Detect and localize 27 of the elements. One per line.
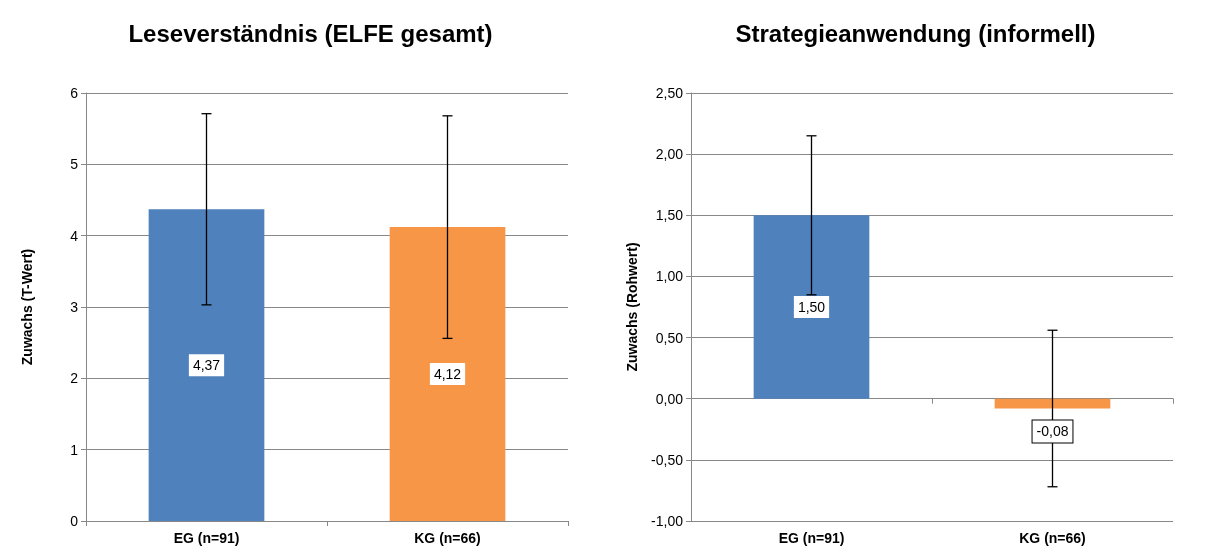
data-label: 4,37 (192, 357, 221, 374)
y-tick-label: 0,50 (655, 329, 684, 346)
y-tick-label: 5 (70, 156, 79, 173)
y-tick-label: 6 (70, 85, 79, 101)
y-axis-title: Zuwachs (Rohwert) (624, 242, 640, 372)
y-tick-label: 3 (70, 299, 79, 315)
y-tick-label: 0 (70, 513, 79, 529)
y-tick-label: 2 (70, 370, 79, 387)
x-tick-label: KG (n=66) (414, 530, 481, 546)
y-tick-label: 2,50 (655, 85, 684, 101)
x-tick-label: KG (n=66) (1019, 530, 1086, 546)
y-tick-label: -1,00 (651, 513, 684, 529)
data-label: 1,50 (797, 299, 826, 315)
data-label: 4,12 (433, 366, 462, 383)
x-tick-label: EG (n=91) (778, 530, 845, 546)
chart-title: Strategieanwendung (informell) (735, 19, 1096, 47)
y-tick-label: 0,00 (655, 390, 684, 407)
chart-title: Leseverständnis (ELFE gesamt) (128, 19, 493, 47)
y-tick-label: 1,50 (655, 207, 684, 224)
x-tick-label: EG (n=91) (173, 530, 240, 546)
y-tick-label: 2,00 (655, 146, 684, 163)
y-tick-label: 1 (70, 441, 79, 458)
y-axis-title: Zuwachs (T-Wert) (19, 248, 35, 366)
y-tick-label: 4 (70, 227, 79, 244)
data-label: -0,08 (1036, 423, 1069, 440)
y-tick-label: 1,00 (655, 268, 684, 285)
y-tick-label: -0,50 (651, 451, 684, 468)
